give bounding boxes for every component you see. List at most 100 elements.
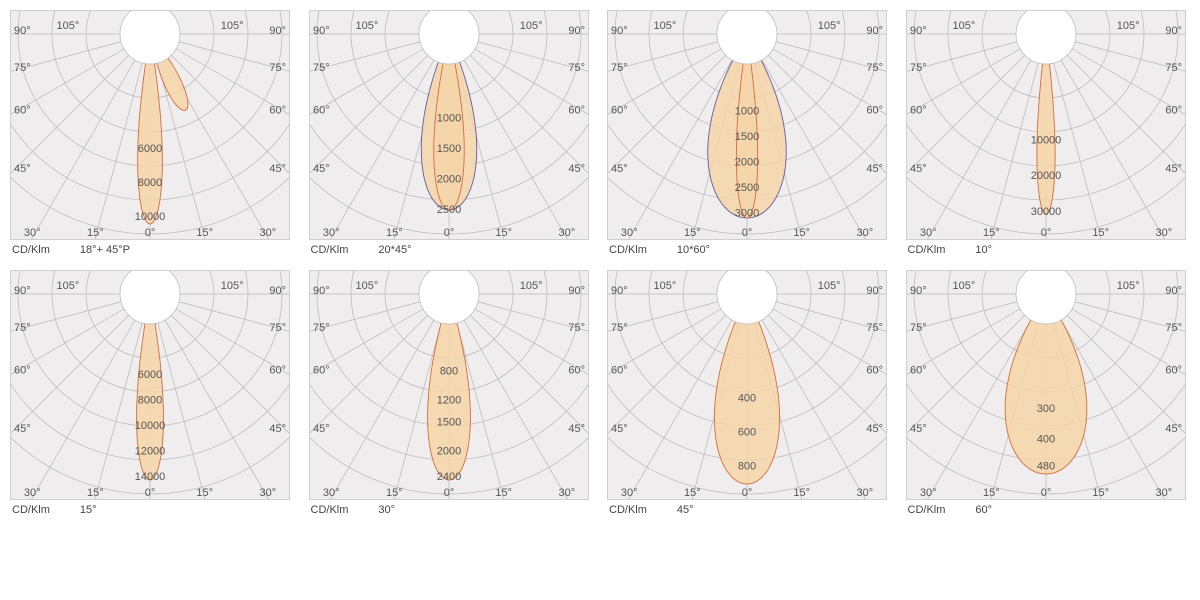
angle-label: 45° (568, 423, 585, 435)
angle-label: 45° (269, 423, 286, 435)
svg-text:0°: 0° (145, 227, 156, 239)
yaxis-caption: CD/Klm (908, 504, 946, 516)
svg-text:15°: 15° (87, 227, 104, 239)
angle-label: 60° (313, 105, 330, 117)
ring-value-label: 1200 (436, 394, 460, 406)
ring-value-label: 10000 (135, 420, 166, 432)
angle-label: 45° (611, 423, 628, 435)
angle-label: 90° (269, 25, 286, 37)
angle-label: 30° (24, 487, 41, 499)
angle-label: 45° (1165, 423, 1182, 435)
panel-caption: CD/Klm15° (10, 500, 295, 516)
angle-label: 105° (818, 20, 841, 32)
angle-label: 45° (611, 163, 628, 175)
angle-label: 60° (866, 365, 883, 377)
ring-value-label: 2400 (436, 471, 460, 483)
panel-title: 10*60° (677, 244, 710, 256)
ring-value-label: 8000 (138, 394, 162, 406)
ring-value-label: 20000 (1030, 170, 1061, 182)
angle-label: 90° (568, 25, 585, 37)
panel-title: 30° (378, 504, 395, 516)
angle-label: 45° (1165, 163, 1182, 175)
ring-value-label: 2500 (436, 204, 460, 216)
polar-panel: 30°30°45°45°60°60°75°75°90°90°105°105°0°… (607, 270, 892, 516)
angle-label: 60° (910, 105, 927, 117)
angle-label: 45° (14, 423, 31, 435)
ring-value-label: 6000 (138, 143, 162, 155)
panel-title: 18°+ 45°P (80, 244, 130, 256)
yaxis-caption: CD/Klm (609, 244, 647, 256)
angle-label: 90° (14, 285, 31, 297)
ring-value-label: 480 (1036, 461, 1054, 473)
svg-text:15°: 15° (793, 487, 810, 499)
angle-label: 105° (57, 20, 80, 32)
angle-label: 75° (611, 62, 628, 74)
ring-value-label: 400 (738, 393, 756, 405)
ring-value-label: 10000 (1030, 134, 1061, 146)
angle-label: 75° (910, 62, 927, 74)
svg-text:0°: 0° (1040, 227, 1051, 239)
angle-label: 60° (611, 365, 628, 377)
svg-text:15°: 15° (684, 227, 701, 239)
yaxis-caption: CD/Klm (12, 244, 50, 256)
panel-title: 60° (975, 504, 992, 516)
angle-label: 90° (866, 285, 883, 297)
svg-text:15°: 15° (495, 227, 512, 239)
angle-label: 30° (259, 227, 276, 239)
angle-label: 75° (910, 322, 927, 334)
angle-label: 45° (313, 163, 330, 175)
angle-label: 105° (519, 20, 542, 32)
angle-label: 105° (654, 280, 677, 292)
yaxis-caption: CD/Klm (311, 504, 349, 516)
angle-label: 60° (568, 105, 585, 117)
ring-value-label: 2500 (735, 182, 759, 194)
ring-value-label: 1000 (735, 106, 759, 118)
angle-label: 105° (1116, 20, 1139, 32)
polar-panel: 30°30°45°45°60°60°75°75°90°90°105°105°0°… (607, 10, 892, 256)
angle-label: 30° (856, 487, 873, 499)
angle-label: 60° (14, 105, 31, 117)
ring-value-label: 800 (738, 461, 756, 473)
angle-label: 45° (14, 163, 31, 175)
ring-value-label: 800 (439, 366, 457, 378)
ring-value-label: 1500 (436, 143, 460, 155)
angle-label: 45° (568, 163, 585, 175)
angle-label: 75° (1165, 322, 1182, 334)
ring-value-label: 3000 (735, 208, 759, 220)
svg-text:15°: 15° (196, 487, 213, 499)
panel-caption: CD/Klm10° (906, 240, 1191, 256)
polar-panel: 30°30°45°45°60°60°75°75°90°90°105°105°0°… (10, 10, 295, 256)
ring-value-label: 1500 (436, 417, 460, 429)
yaxis-caption: CD/Klm (12, 504, 50, 516)
angle-label: 30° (322, 227, 339, 239)
svg-text:15°: 15° (983, 487, 1000, 499)
yaxis-caption: CD/Klm (609, 504, 647, 516)
svg-text:15°: 15° (983, 227, 1000, 239)
svg-text:15°: 15° (87, 487, 104, 499)
angle-label: 60° (269, 105, 286, 117)
angle-label: 30° (856, 227, 873, 239)
angle-label: 90° (910, 285, 927, 297)
ring-value-label: 1000 (436, 112, 460, 124)
angle-label: 45° (269, 163, 286, 175)
angle-label: 30° (1155, 487, 1172, 499)
angle-label: 105° (355, 280, 378, 292)
angle-label: 45° (313, 423, 330, 435)
angle-label: 90° (14, 25, 31, 37)
ring-value-label: 1500 (735, 131, 759, 143)
angle-label: 45° (866, 163, 883, 175)
ring-value-label: 6000 (138, 369, 162, 381)
angle-label: 75° (269, 322, 286, 334)
angle-label: 105° (221, 20, 244, 32)
ring-value-label: 400 (1036, 434, 1054, 446)
svg-text:0°: 0° (742, 227, 753, 239)
angle-label: 105° (519, 280, 542, 292)
svg-text:0°: 0° (443, 487, 454, 499)
angle-label: 60° (568, 365, 585, 377)
angle-label: 60° (611, 105, 628, 117)
panel-caption: CD/Klm20*45° (309, 240, 594, 256)
polar-panel: 30°30°45°45°60°60°75°75°90°90°105°105°0°… (309, 10, 594, 256)
angle-label: 105° (952, 280, 975, 292)
angle-label: 30° (558, 487, 575, 499)
angle-label: 30° (322, 487, 339, 499)
